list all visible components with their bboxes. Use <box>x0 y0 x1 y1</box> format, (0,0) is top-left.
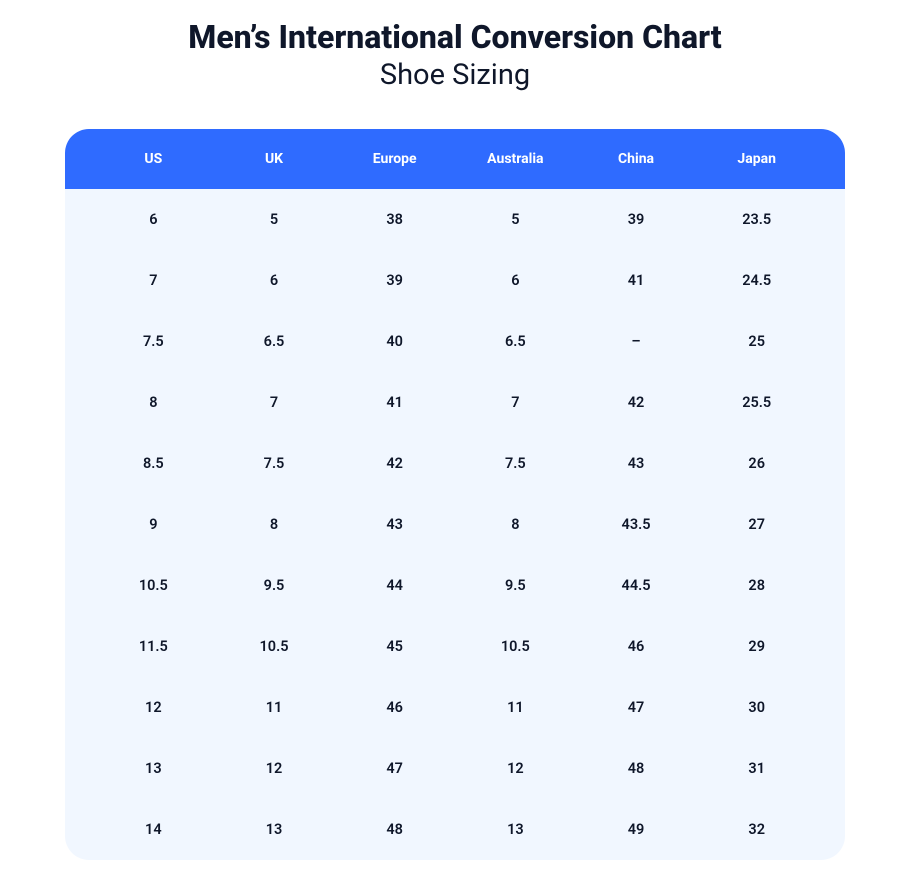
table-cell: 44 <box>334 577 455 594</box>
table-cell: 43 <box>334 516 455 533</box>
table-row: 131247124831 <box>65 738 845 799</box>
table-cell: 48 <box>334 821 455 838</box>
table-cell: 43 <box>576 455 697 472</box>
table-header-cell: Europe <box>334 151 455 167</box>
table-cell: 46 <box>334 699 455 716</box>
table-cell: 48 <box>576 760 697 777</box>
table-cell: 12 <box>214 760 335 777</box>
table-row: 141348134932 <box>65 799 845 860</box>
table-cell: 30 <box>696 699 817 716</box>
table-cell: 23.5 <box>696 211 817 228</box>
table-row: 763964124.5 <box>65 250 845 311</box>
table-cell: 7 <box>214 394 335 411</box>
table-header-row: USUKEuropeAustraliaChinaJapan <box>65 129 845 189</box>
table-cell: 10.5 <box>214 638 335 655</box>
table-header-cell: China <box>576 151 697 167</box>
table-header-cell: Japan <box>696 151 817 167</box>
table-cell: 8 <box>214 516 335 533</box>
table-cell: 9 <box>93 516 214 533</box>
table-cell: 7 <box>93 272 214 289</box>
table-header-cell: UK <box>214 151 335 167</box>
table-cell: 14 <box>93 821 214 838</box>
table-cell: 7.5 <box>214 455 335 472</box>
table-body: 653853923.5763964124.57.56.5406.5–258741… <box>65 189 845 860</box>
table-cell: 6.5 <box>455 333 576 350</box>
table-cell: 6.5 <box>214 333 335 350</box>
table-cell: 11 <box>455 699 576 716</box>
table-row: 874174225.5 <box>65 372 845 433</box>
table-cell: 25 <box>696 333 817 350</box>
table-cell: 7.5 <box>455 455 576 472</box>
table-cell: 32 <box>696 821 817 838</box>
table-cell: 13 <box>455 821 576 838</box>
table-row: 121146114730 <box>65 677 845 738</box>
table-row: 9843843.527 <box>65 494 845 555</box>
table-cell: 25.5 <box>696 394 817 411</box>
table-cell: 46 <box>576 638 697 655</box>
table-cell: 29 <box>696 638 817 655</box>
table-cell: 24.5 <box>696 272 817 289</box>
size-table: USUKEuropeAustraliaChinaJapan 653853923.… <box>65 129 845 860</box>
page-title: Men’s International Conversion Chart <box>0 18 910 56</box>
table-cell: 44.5 <box>576 577 697 594</box>
table-cell: 27 <box>696 516 817 533</box>
table-cell: 39 <box>576 211 697 228</box>
table-cell: 42 <box>334 455 455 472</box>
table-cell: 8 <box>455 516 576 533</box>
table-row: 11.510.54510.54629 <box>65 616 845 677</box>
table-cell: 47 <box>334 760 455 777</box>
table-cell: 8.5 <box>93 455 214 472</box>
table-cell: – <box>576 333 697 350</box>
table-row: 7.56.5406.5–25 <box>65 311 845 372</box>
table-cell: 41 <box>334 394 455 411</box>
table-cell: 11 <box>214 699 335 716</box>
table-cell: 45 <box>334 638 455 655</box>
table-cell: 8 <box>93 394 214 411</box>
title-block: Men’s International Conversion Chart Sho… <box>0 18 910 93</box>
table-cell: 5 <box>455 211 576 228</box>
table-cell: 42 <box>576 394 697 411</box>
table-cell: 47 <box>576 699 697 716</box>
table-cell: 7.5 <box>93 333 214 350</box>
table-cell: 26 <box>696 455 817 472</box>
table-cell: 31 <box>696 760 817 777</box>
table-cell: 6 <box>93 211 214 228</box>
table-cell: 6 <box>214 272 335 289</box>
table-cell: 10.5 <box>455 638 576 655</box>
table-cell: 41 <box>576 272 697 289</box>
table-cell: 28 <box>696 577 817 594</box>
table-cell: 11.5 <box>93 638 214 655</box>
table-header-cell: US <box>93 151 214 167</box>
table-cell: 12 <box>93 699 214 716</box>
table-cell: 5 <box>214 211 335 228</box>
table-cell: 10.5 <box>93 577 214 594</box>
table-cell: 7 <box>455 394 576 411</box>
table-cell: 40 <box>334 333 455 350</box>
table-cell: 38 <box>334 211 455 228</box>
table-cell: 9.5 <box>214 577 335 594</box>
table-cell: 13 <box>214 821 335 838</box>
table-cell: 43.5 <box>576 516 697 533</box>
table-row: 10.59.5449.544.528 <box>65 555 845 616</box>
table-cell: 39 <box>334 272 455 289</box>
table-cell: 6 <box>455 272 576 289</box>
table-cell: 49 <box>576 821 697 838</box>
page-subtitle: Shoe Sizing <box>0 58 910 93</box>
table-row: 653853923.5 <box>65 189 845 250</box>
table-cell: 12 <box>455 760 576 777</box>
table-row: 8.57.5427.54326 <box>65 433 845 494</box>
table-cell: 13 <box>93 760 214 777</box>
table-cell: 9.5 <box>455 577 576 594</box>
table-header-cell: Australia <box>455 151 576 167</box>
